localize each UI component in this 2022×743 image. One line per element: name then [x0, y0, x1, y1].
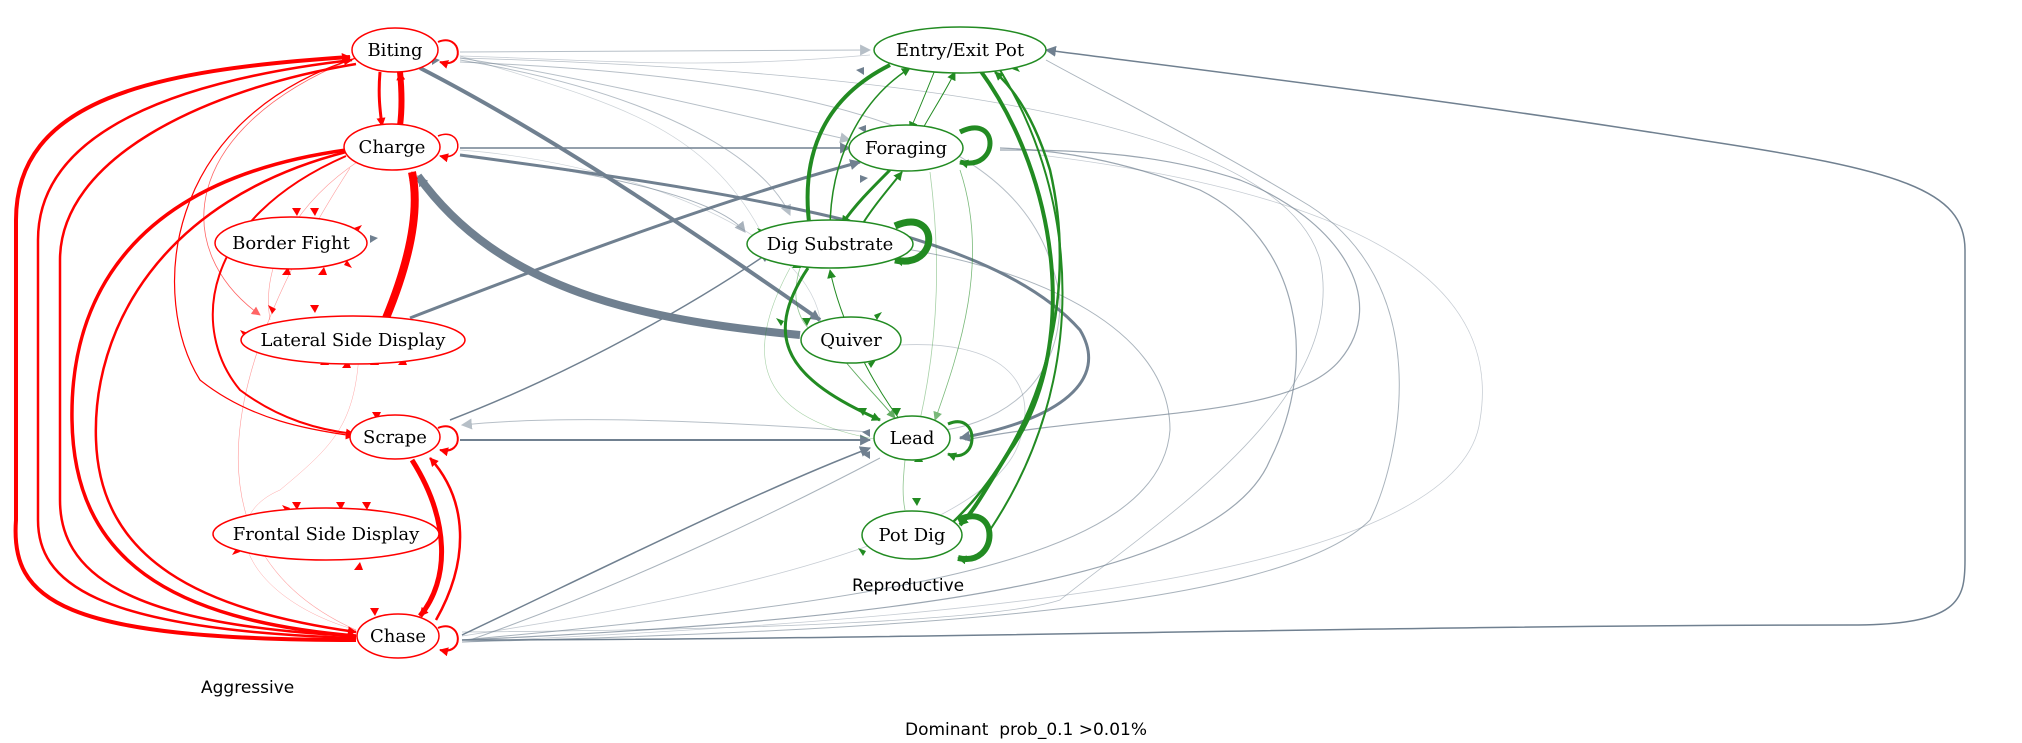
edge-chase-biting-outer	[13, 53, 357, 642]
loop-digsub	[893, 218, 933, 267]
edge-charge-lead-long	[459, 153, 1091, 442]
edge-entry-digsub	[804, 63, 891, 231]
node-label-frontal-side-display: Frontal Side Display	[233, 524, 420, 545]
edge-digsub-quiver	[795, 267, 811, 331]
node-lateral-side-display[interactable]: Lateral Side Display	[240, 315, 466, 365]
edge-biting-charge	[376, 71, 386, 127]
edge-lsd-charge-thick	[382, 171, 419, 320]
edge-entry-potdig-2	[989, 69, 1064, 531]
edge-biting-scrape	[173, 57, 357, 440]
edge-biting-entry	[459, 44, 872, 56]
edge-chase-entry-farright	[461, 45, 1966, 641]
edge-charge-digsubstrate	[459, 154, 746, 233]
aggressive-nodes: Biting Charge Border Fight Lateral Side …	[212, 27, 466, 659]
loop-charge	[437, 133, 459, 163]
node-border-fight[interactable]: Border Fight	[214, 216, 368, 270]
diagram-caption: Dominant prob_0.1 >0.01%	[905, 720, 1147, 740]
edge-lead-far	[964, 149, 1361, 441]
loop-potdig	[956, 513, 993, 565]
reproductive-edges	[764, 63, 1064, 565]
aggressive-group-label: Aggressive	[201, 678, 294, 698]
edge-quiver-charge	[414, 173, 801, 339]
node-pot-dig[interactable]: Pot Dig	[861, 510, 963, 560]
edge-biting-charge-grey	[459, 55, 761, 231]
edge-scrape-chase	[409, 458, 444, 618]
edge-quiver-lead	[839, 354, 896, 419]
edge-chase-lead	[461, 446, 872, 636]
node-scrape[interactable]: Scrape	[349, 414, 441, 460]
node-label-lead: Lead	[890, 428, 935, 449]
node-frontal-side-display[interactable]: Frontal Side Display	[212, 507, 440, 561]
edge-digsub-entry	[829, 67, 911, 231]
node-label-dig-substrate: Dig Substrate	[767, 234, 894, 255]
edge-chase-biting-2	[36, 56, 357, 640]
edge-chase-digsub	[461, 247, 1171, 641]
edge-entry-foraging	[909, 69, 936, 131]
node-dig-substrate[interactable]: Dig Substrate	[746, 219, 914, 269]
node-entry-exit-pot[interactable]: Entry/Exit Pot	[873, 26, 1047, 74]
edge-chase-biting-3	[58, 62, 357, 638]
reproductive-nodes: Entry/Exit Pot Foraging Dig Substrate Qu…	[746, 26, 1047, 560]
edge-biting-lead-2	[459, 57, 1324, 633]
loop-biting	[437, 39, 459, 69]
edge-charge-chase-2	[94, 150, 357, 636]
edge-biting-quiver	[419, 66, 822, 322]
node-quiver[interactable]: Quiver	[800, 316, 902, 364]
edge-chase-fsd-faint	[244, 319, 361, 631]
node-label-scrape: Scrape	[363, 427, 427, 448]
edge-entry-biting	[459, 54, 871, 64]
edge-chase-lead2	[469, 457, 881, 641]
edge-chase-scrape	[429, 457, 462, 621]
node-label-foraging: Foraging	[865, 138, 947, 159]
edge-biting-foraging	[459, 57, 852, 144]
edge-lsd-foraging	[409, 159, 862, 320]
edge-chase-entry-2	[461, 59, 1400, 643]
node-label-charge: Charge	[359, 137, 426, 158]
node-lead[interactable]: Lead	[873, 415, 951, 461]
node-chase[interactable]: Chase	[356, 613, 440, 659]
edge-digsub-lead-thin	[764, 267, 881, 441]
node-label-quiver: Quiver	[820, 330, 882, 351]
node-foraging[interactable]: Foraging	[848, 124, 964, 172]
edge-lead-foraging	[919, 171, 937, 421]
loop-chase	[437, 625, 459, 657]
edge-charge-biting	[396, 71, 406, 127]
node-charge[interactable]: Charge	[343, 123, 441, 171]
cross-group-edges	[409, 44, 1966, 643]
edge-entry-potdig	[958, 68, 1055, 527]
loop-scrape	[437, 425, 459, 457]
edge-foraging-digsub	[840, 168, 892, 225]
edge-lead-scrape	[460, 418, 871, 433]
aggressive-edges	[13, 39, 462, 657]
node-biting[interactable]: Biting	[351, 27, 439, 73]
edge-scrape-digsubstrate	[449, 251, 771, 421]
node-label-entry-exit-pot: Entry/Exit Pot	[896, 40, 1025, 61]
edge-digsub-lead	[783, 267, 881, 422]
edge-foraging-lead	[933, 169, 973, 421]
edge-chase-foraging-2	[461, 154, 1483, 643]
node-label-chase: Chase	[370, 626, 426, 647]
edge-chase-foraging	[461, 147, 1297, 641]
node-label-pot-dig: Pot Dig	[879, 525, 946, 546]
edge-charge-scrape	[211, 155, 355, 438]
edge-charge-chase	[70, 148, 357, 640]
edge-biting-lsd	[203, 59, 351, 316]
edge-charge-quiver-thin	[459, 149, 821, 319]
node-label-lateral-side-display: Lateral Side Display	[261, 330, 447, 351]
loop-lead	[947, 420, 974, 462]
edge-biting-lead	[459, 61, 1061, 431]
loop-foraging	[958, 125, 993, 169]
edge-foraging-entry	[921, 71, 956, 131]
reproductive-group-label: Reproductive	[852, 576, 964, 596]
node-label-border-fight: Border Fight	[232, 233, 351, 254]
edge-biting-digsubstrate	[459, 59, 791, 216]
edge-lead-potdig	[902, 459, 906, 511]
node-label-biting: Biting	[367, 40, 422, 61]
